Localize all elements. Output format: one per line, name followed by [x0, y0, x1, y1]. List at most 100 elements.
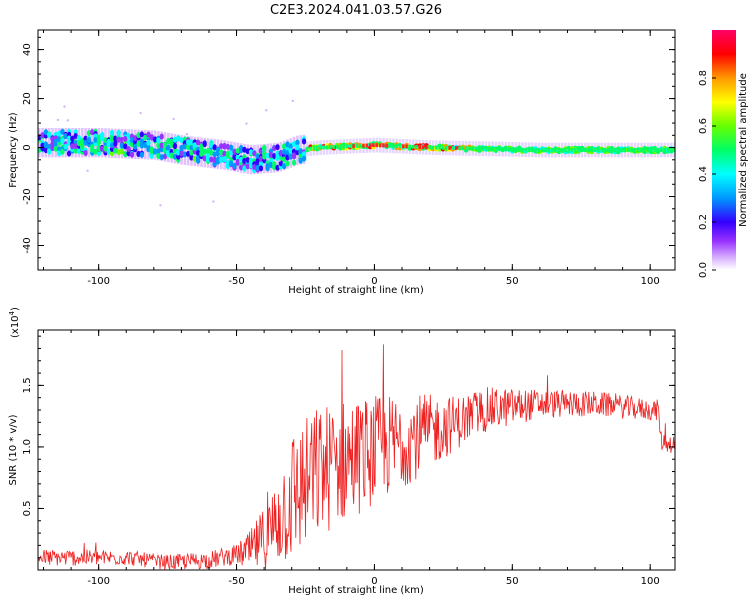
spectrogram-blob — [219, 143, 224, 150]
x-tick-label: 0 — [371, 576, 377, 587]
spectrogram-blob — [83, 139, 88, 146]
spectrogram-blob — [268, 157, 274, 164]
spectrogram-blob — [156, 147, 161, 154]
y-tick-label: 20 — [22, 92, 33, 105]
spectrogram-blob — [258, 155, 264, 162]
spectrogram-blob — [119, 142, 125, 149]
spectrogram-core — [666, 148, 670, 152]
spectrogram-blob — [268, 152, 274, 159]
spectrogram-blob — [109, 136, 115, 143]
snr-frame — [37, 329, 676, 571]
spectrogram-speck — [159, 204, 162, 207]
spectrogram-blob — [123, 143, 128, 150]
spectrogram-core — [474, 146, 478, 151]
spectrogram-blob — [63, 143, 68, 150]
spectrogram-core — [646, 148, 650, 152]
spectrogram-blob — [258, 148, 264, 155]
spectrogram-core — [461, 146, 465, 151]
spectrogram-core — [650, 148, 653, 152]
spectrogram-blob — [56, 130, 62, 137]
spectrogram-blob — [195, 139, 201, 146]
spectrogram-blob — [43, 147, 49, 154]
spectrogram-speck — [212, 200, 215, 203]
spectrogram-blob — [298, 157, 303, 164]
spectrogram-core — [557, 148, 561, 152]
spectrogram-blob — [205, 147, 211, 154]
spectrogram-blob — [281, 156, 287, 163]
spectrogram-blob — [149, 152, 155, 159]
spectrogram-core — [481, 146, 485, 151]
spectrogram-blob — [301, 155, 307, 162]
spectrogram-blob — [129, 137, 135, 144]
spectrogram-blob — [281, 143, 287, 150]
spectrogram-core — [636, 148, 640, 152]
spectrogram-blob — [73, 133, 78, 140]
spectrogram-blob — [195, 155, 201, 162]
spectrogram-blob — [242, 157, 247, 164]
spectrogram-blob — [189, 154, 194, 161]
spectrogram-blob — [232, 148, 237, 155]
spectrogram-blob — [186, 150, 191, 157]
spectrogram-blob — [106, 148, 111, 155]
spectrogram-core — [441, 145, 445, 150]
spectrogram-core — [349, 144, 352, 149]
spectrogram-blob — [179, 137, 184, 144]
spectrogram-blob — [90, 129, 95, 136]
spectrogram-ylabel: Frequency (Hz) — [8, 112, 19, 188]
x-tick-label: 0 — [371, 276, 377, 287]
spectrogram-blob — [166, 151, 171, 158]
spectrogram-core — [504, 147, 508, 152]
spectrogram-speck — [139, 111, 142, 115]
figure-title: C2E3.2024.041.03.57.G26 — [270, 3, 442, 18]
colorbar-tick-label: 0.8 — [698, 70, 709, 86]
spectrogram-blob — [162, 153, 168, 160]
spectrogram-core — [564, 148, 567, 152]
spectrogram-haze — [153, 130, 157, 160]
spectrogram-blob — [245, 157, 250, 164]
spectrogram-speck — [172, 117, 175, 121]
spectrogram-core — [620, 148, 623, 152]
spectrogram-blob — [176, 135, 181, 142]
spectrogram-blob — [288, 147, 293, 154]
spectrogram-core — [329, 145, 332, 150]
colorbar-ticks: 0.0 0.2 0.4 0.6 0.8 — [698, 70, 716, 278]
spectrogram-blob — [212, 160, 217, 167]
spectrogram-blob — [199, 143, 204, 150]
spectrogram-blob — [66, 135, 72, 142]
spectrogram-blob — [50, 145, 55, 152]
spectrogram-blob — [156, 153, 161, 160]
spectrogram-blob — [80, 137, 85, 144]
spectrogram-blob — [136, 151, 141, 158]
spectrogram-core — [418, 145, 422, 150]
spectrogram-blob — [202, 141, 207, 148]
spectrogram-blob — [146, 131, 151, 138]
spectrogram-core — [640, 148, 643, 152]
spectrogram-blob — [285, 145, 290, 152]
spectrogram-blob — [50, 135, 55, 142]
spectrogram-core — [494, 147, 498, 151]
spectrogram-blob — [301, 151, 307, 158]
spectrogram-core — [673, 148, 675, 152]
spectrogram-core — [402, 144, 405, 149]
spectrogram-speck — [245, 122, 248, 125]
spectrogram-blob — [209, 142, 214, 149]
spectrogram-blob — [192, 142, 198, 149]
spectrogram-blob — [86, 137, 92, 144]
spectrogram-core — [339, 144, 342, 149]
spectrogram-haze — [100, 128, 104, 158]
spectrogram-core — [550, 148, 554, 152]
spectrogram-blob — [136, 140, 141, 147]
spectrogram-core — [431, 145, 435, 150]
spectrogram-core — [524, 147, 528, 152]
spectrogram-core — [428, 145, 432, 150]
spectrogram-core — [534, 147, 537, 152]
spectrogram-haze — [229, 141, 233, 171]
spectrogram-core — [660, 148, 663, 152]
spectrogram-blob — [209, 149, 214, 156]
spectrogram-core — [544, 148, 547, 152]
spectrogram-core — [547, 148, 551, 152]
spectrogram-blob — [146, 139, 151, 146]
spectrogram-core — [358, 143, 362, 148]
spectrogram-blob — [285, 141, 290, 148]
spectrogram-blob — [212, 151, 217, 158]
